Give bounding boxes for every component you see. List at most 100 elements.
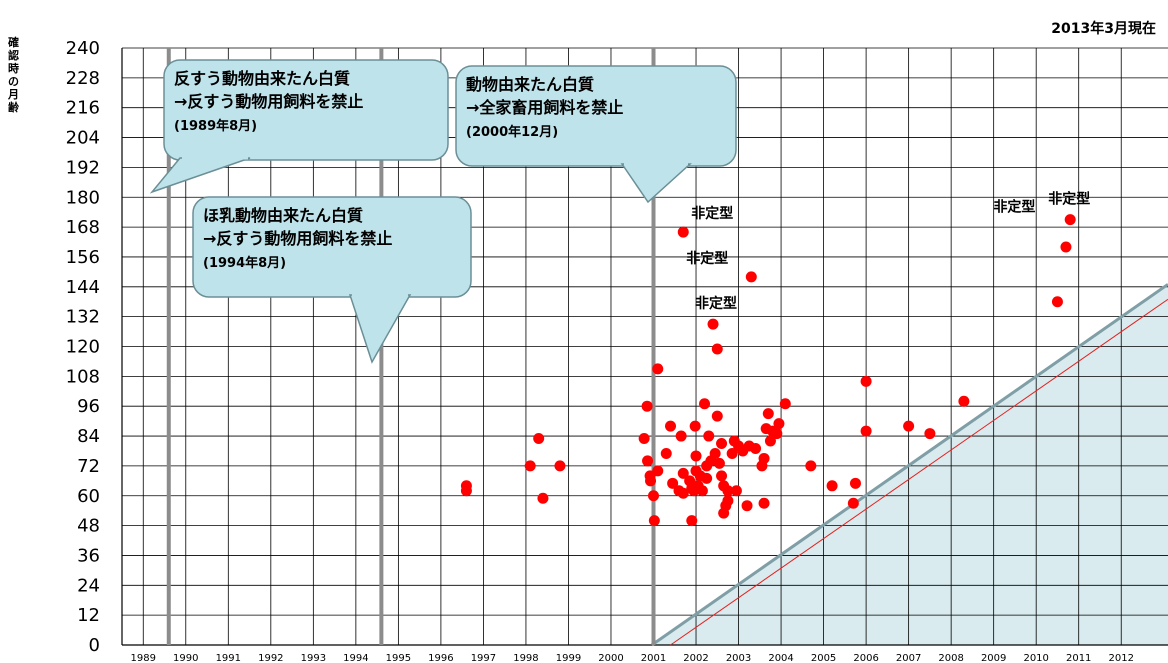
case-point <box>758 452 770 464</box>
y-tick-label: 144 <box>66 277 100 298</box>
x-tick-label: 2005 <box>811 653 836 663</box>
atypical-point <box>707 318 719 330</box>
y-tick-label: 192 <box>66 157 100 178</box>
callout-text-line: →全家畜用飼料を禁止 <box>466 98 623 117</box>
case-point <box>675 430 687 442</box>
y-tick-label: 60 <box>77 486 100 507</box>
x-tick-label: 2010 <box>1023 653 1048 663</box>
case-point <box>730 485 742 497</box>
case-point <box>903 420 915 432</box>
atypical-point <box>677 226 689 238</box>
as-of-date: 2013年3月現在 <box>1051 21 1156 37</box>
y-tick-label: 12 <box>77 605 100 626</box>
callout-text-line: 動物由来たん白質 <box>466 75 594 94</box>
callout-text-line: →反すう動物用飼料を禁止 <box>203 229 392 248</box>
x-tick-label: 2006 <box>853 653 878 663</box>
case-point <box>924 428 936 440</box>
x-tick-label: 1995 <box>386 653 411 663</box>
case-point <box>696 485 708 497</box>
x-tick-label: 2001 <box>641 653 666 663</box>
case-point <box>677 467 689 479</box>
case-point <box>689 420 701 432</box>
case-point <box>686 515 698 527</box>
case-point <box>703 430 715 442</box>
case-point <box>750 442 762 454</box>
x-tick-labels: 1989 1990 1991 1992 1993 1994 1995 1996 1997 1998… <box>131 653 1134 663</box>
case-point <box>709 447 721 459</box>
chart-axis <box>121 48 1168 646</box>
ban-callout-1: 反すう動物由来たん白質 →反すう動物用飼料を禁止 (1989年8月) <box>149 59 449 194</box>
case-point <box>860 425 872 437</box>
x-tick-label: 2002 <box>683 653 708 663</box>
callout-text-line: (1989年8月) <box>174 118 257 134</box>
callout-text-line: →反すう動物用飼料を禁止 <box>174 92 363 111</box>
case-point <box>849 477 861 489</box>
x-tick-label: 1992 <box>258 653 283 663</box>
x-tick-label: 1991 <box>216 653 241 663</box>
atypical-label: 非定型 <box>691 205 733 222</box>
case-point <box>805 460 817 472</box>
case-point <box>537 492 549 504</box>
x-tick-label: 2009 <box>981 653 1006 663</box>
y-tick-label: 228 <box>66 68 100 89</box>
case-point <box>758 497 770 509</box>
y-tick-label: 72 <box>77 456 100 477</box>
case-point <box>847 497 859 509</box>
case-point <box>741 500 753 512</box>
y-tick-label: 48 <box>77 516 100 537</box>
case-point <box>722 495 734 507</box>
case-point <box>638 433 650 445</box>
atypical-label: 非定型 <box>1048 191 1090 208</box>
case-point <box>722 485 734 497</box>
atypical-label: 非定型 <box>993 199 1035 216</box>
y-tick-label: 0 <box>89 635 100 656</box>
x-tick-label: 1996 <box>428 653 453 663</box>
y-tick-label: 216 <box>66 98 100 119</box>
x-tick-label: 1998 <box>513 653 538 663</box>
y-tick-label: 120 <box>66 337 100 358</box>
case-point <box>716 470 728 482</box>
case-point <box>665 420 677 432</box>
atypical-point <box>745 271 757 283</box>
callout-pointer <box>149 157 251 194</box>
case-point <box>860 375 872 387</box>
case-point <box>773 418 785 430</box>
case-point <box>762 408 774 420</box>
x-tick-label: 2004 <box>768 653 793 663</box>
case-point <box>554 460 566 472</box>
x-tick-label: 2008 <box>938 653 963 663</box>
x-tick-label: 2003 <box>726 653 751 663</box>
case-point <box>648 515 660 527</box>
case-point <box>711 410 723 422</box>
case-point <box>711 343 723 355</box>
y-tick-label: 240 <box>66 38 100 59</box>
atypical-label: 非定型 <box>686 250 728 267</box>
boundary-line-lower <box>670 298 1168 646</box>
boundary-line-upper <box>650 283 1168 647</box>
x-tick-label: 1993 <box>301 653 326 663</box>
ban-callouts: 反すう動物由来たん白質 →反すう動物用飼料を禁止 (1989年8月) ほ乳動物由来たん… <box>149 59 737 364</box>
atypical-label: 非定型 <box>695 295 737 312</box>
x-tick-label: 2000 <box>598 653 623 663</box>
case-point <box>701 472 713 484</box>
x-tick-label: 2012 <box>1109 653 1134 663</box>
x-tick-label: 1997 <box>471 653 496 663</box>
y-tick-label: 180 <box>66 187 100 208</box>
case-point <box>524 460 536 472</box>
case-point <box>652 363 664 375</box>
atypical-point <box>1051 296 1063 308</box>
y-tick-label: 204 <box>66 128 100 149</box>
case-point <box>726 447 738 459</box>
age-boundary-lines <box>650 283 1168 647</box>
x-tick-label: 1990 <box>173 653 198 663</box>
y-tick-label: 36 <box>77 545 100 566</box>
case-point <box>642 455 654 467</box>
x-tick-label: 2007 <box>896 653 921 663</box>
y-tick-labels: 0 12 24 36 48 60 72 84 96 108 120 132 144 156 168 180 19… <box>66 38 100 656</box>
case-point <box>699 398 711 410</box>
x-tick-label: 2011 <box>1066 653 1091 663</box>
callout-box <box>455 65 737 167</box>
atypical-point <box>1064 214 1076 226</box>
